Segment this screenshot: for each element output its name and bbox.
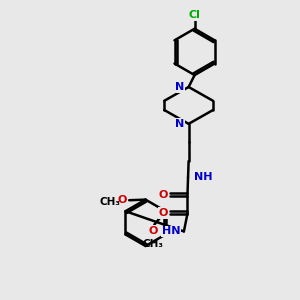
Text: N: N xyxy=(175,82,184,92)
Text: HN: HN xyxy=(162,226,180,236)
Text: O: O xyxy=(159,208,168,218)
Text: CH₃: CH₃ xyxy=(142,239,163,249)
Text: NH: NH xyxy=(194,172,213,182)
Text: Cl: Cl xyxy=(189,11,200,20)
Text: O: O xyxy=(159,190,168,200)
Text: O: O xyxy=(118,195,127,205)
Text: CH₃: CH₃ xyxy=(99,197,120,207)
Text: O: O xyxy=(148,226,158,236)
Text: N: N xyxy=(175,119,184,129)
